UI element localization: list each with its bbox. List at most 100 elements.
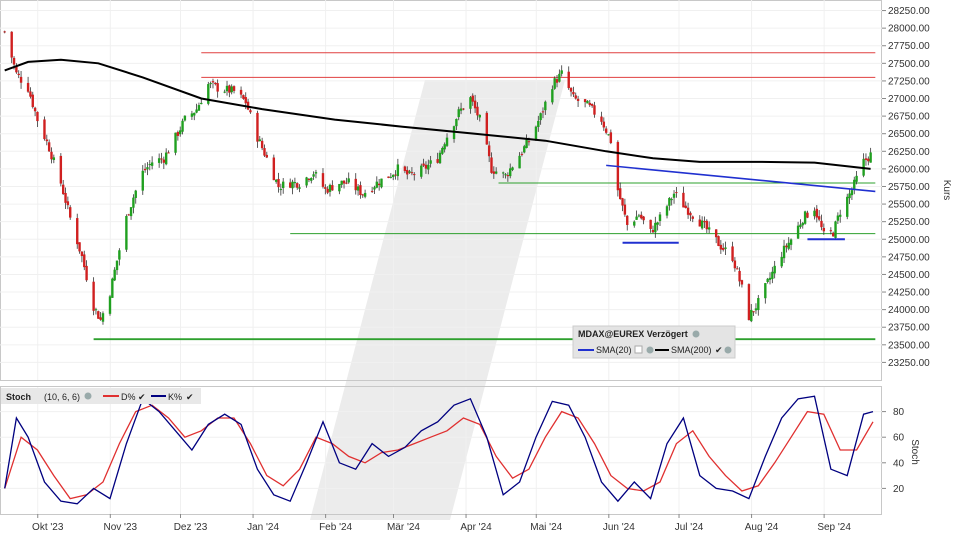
- candle-body: [569, 87, 573, 92]
- candle-body: [721, 247, 725, 250]
- candle-body: [640, 214, 643, 219]
- y-tick-label: 25750.00: [888, 182, 930, 193]
- candle-body: [146, 167, 149, 170]
- candle-body: [125, 216, 128, 250]
- legend-title: MDAX@EUREX Verzögert: [578, 329, 688, 339]
- candle-body: [92, 281, 95, 311]
- candle-body: [771, 271, 774, 279]
- y-tick-label: 25000.00: [888, 235, 930, 246]
- candle-body: [740, 280, 744, 285]
- candle-body: [780, 256, 783, 267]
- candle-body: [78, 242, 81, 252]
- y-tick-label: 27750.00: [888, 41, 930, 52]
- checkbox-icon[interactable]: [634, 345, 643, 354]
- candle-body: [176, 132, 180, 136]
- stoch-tick-label: 60: [893, 433, 905, 444]
- candle-body: [572, 91, 575, 95]
- candle-body: [258, 139, 261, 142]
- candle-body: [782, 245, 786, 259]
- settings-icon[interactable]: [724, 346, 732, 354]
- candle-body: [260, 140, 264, 149]
- candle-body: [469, 97, 472, 109]
- candle-body: [583, 99, 587, 103]
- candle-body: [312, 174, 315, 177]
- x-axis: Okt '23 Nov '23 Dez '23 Jan '24 Feb '24 Mär '…: [32, 514, 851, 533]
- candle-body: [331, 185, 334, 191]
- check-icon[interactable]: ✔: [186, 392, 194, 402]
- candle-body: [665, 206, 669, 216]
- candle-body: [141, 170, 144, 191]
- candle-body: [291, 181, 294, 189]
- candle-body: [354, 178, 357, 191]
- candle-body: [750, 309, 753, 322]
- candle-body: [441, 147, 444, 154]
- candle-body: [307, 178, 311, 181]
- candle-body: [855, 175, 858, 182]
- candle-body: [698, 219, 701, 227]
- candle-body: [387, 176, 390, 178]
- candle-body: [162, 159, 166, 163]
- candle-body: [424, 164, 428, 169]
- x-tick-label: Okt '23: [32, 522, 64, 533]
- x-tick-label: Mär '24: [387, 522, 420, 533]
- candle-body: [340, 180, 343, 185]
- candle-body: [836, 215, 840, 221]
- candle-body: [420, 165, 423, 177]
- candle-body: [537, 120, 540, 128]
- candle-body: [626, 215, 629, 225]
- candle-body: [160, 158, 163, 160]
- candle-body: [223, 91, 226, 93]
- candle-body: [47, 142, 51, 152]
- candle-body: [588, 102, 591, 106]
- candle-body: [604, 128, 608, 133]
- candle-body: [867, 158, 870, 162]
- candle-body: [658, 214, 662, 221]
- candle-body: [157, 158, 161, 163]
- candle-body: [207, 84, 210, 104]
- candle-body: [326, 188, 329, 193]
- info-icon[interactable]: [692, 330, 700, 338]
- candle-body: [649, 219, 652, 229]
- candle-body: [45, 139, 49, 142]
- candle-body: [602, 121, 606, 128]
- candle-body: [281, 181, 285, 188]
- info-icon[interactable]: [84, 392, 92, 400]
- candle-body: [3, 31, 6, 33]
- candle-body: [600, 116, 603, 122]
- candle-body: [773, 265, 776, 274]
- candle-body: [736, 268, 739, 270]
- candle-body: [607, 134, 610, 136]
- y-tick-label: 23500.00: [888, 340, 930, 351]
- candle-body: [642, 216, 645, 221]
- candle-body: [80, 251, 84, 257]
- candle-body: [342, 180, 346, 184]
- x-tick-label: Apr '24: [460, 522, 492, 533]
- candle-body: [787, 242, 790, 249]
- candle-body: [211, 81, 215, 83]
- candle-body: [494, 171, 498, 174]
- stoch-d-line: [4, 404, 874, 500]
- candle-body: [230, 86, 233, 93]
- candle-body: [242, 95, 245, 99]
- candle-body: [228, 85, 231, 93]
- x-tick-label: Jan '24: [247, 522, 279, 533]
- candle-body: [504, 174, 507, 176]
- candle-body: [377, 183, 381, 186]
- candle-body: [214, 82, 217, 85]
- candle-body: [50, 151, 53, 160]
- settings-icon[interactable]: [646, 346, 654, 354]
- candle-body: [525, 139, 528, 148]
- check-icon[interactable]: ✔: [138, 392, 146, 402]
- candle-body: [445, 137, 449, 146]
- candle-body: [672, 193, 676, 198]
- candle-body: [289, 182, 292, 188]
- candle-body: [668, 197, 671, 206]
- y-tick-label: 27000.00: [888, 94, 930, 105]
- candle-body: [277, 178, 280, 188]
- candle-body: [76, 218, 79, 245]
- candle-body: [15, 66, 18, 73]
- candle-body: [476, 106, 479, 116]
- candle-body: [305, 177, 308, 186]
- x-tick-label: Aug '24: [745, 522, 779, 533]
- check-icon[interactable]: ✔: [715, 345, 723, 355]
